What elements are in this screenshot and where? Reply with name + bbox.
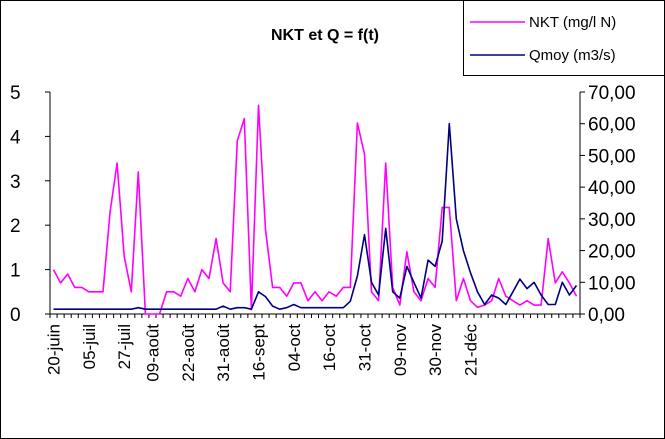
x-tick-label: 31-oct	[355, 324, 374, 372]
left-tick-label: 2	[10, 216, 21, 237]
x-tick-label: 16-oct	[320, 324, 339, 372]
x-tick-label: 22-août	[179, 324, 198, 382]
right-tick-label: 60,00	[588, 115, 636, 136]
legend-label-nkt: NKT (mg/l N)	[529, 14, 616, 31]
legend-box	[463, 0, 665, 76]
x-tick-label: 04-oct	[285, 324, 304, 372]
x-axis: 20-juin 05-juil 27-juil 09-août 22-août 31-ao…	[45, 313, 581, 382]
left-tick-label: 5	[10, 83, 21, 104]
right-tick-label: 50,00	[588, 146, 636, 167]
series-layer	[52, 104, 578, 315]
x-tick-label: 05-juil	[80, 324, 99, 369]
x-tick-label: 31-août	[214, 324, 233, 382]
right-tick-label: 30,00	[588, 210, 636, 231]
left-y-axis: 0 1 2 3 4 5	[10, 83, 51, 326]
legend: NKT (mg/l N) Qmoy (m3/s)	[463, 0, 665, 76]
right-tick-label: 10,00	[588, 273, 636, 294]
left-tick-label: 1	[10, 261, 21, 282]
left-tick-label: 3	[10, 172, 21, 193]
left-tick-label: 0	[10, 305, 21, 326]
x-tick-label: 09-août	[143, 324, 162, 382]
right-tick-label: 40,00	[588, 178, 636, 199]
legend-label-qmoy: Qmoy (m3/s)	[529, 47, 616, 64]
x-tick-label: 27-juil	[115, 324, 134, 369]
x-tick-label: 20-juin	[45, 324, 64, 375]
right-y-axis: 0,00 10,00 20,00 30,00 40,00 50,00 60,00 70,00	[579, 83, 636, 326]
x-tick-label: 21-déc	[461, 324, 480, 376]
x-tick-label: 09-nov	[391, 324, 410, 376]
chart-title: NKT et Q = f(t)	[271, 27, 379, 44]
series-line-nkt	[52, 104, 578, 315]
right-tick-label: 20,00	[588, 242, 636, 263]
x-tick-label: 16-sept	[249, 324, 268, 381]
series-line-qmoy	[53, 122, 578, 311]
x-tick-label: 30-nov	[426, 324, 445, 376]
right-tick-label: 70,00	[588, 83, 636, 104]
right-tick-label: 0,00	[588, 305, 625, 326]
left-tick-label: 4	[10, 127, 21, 148]
